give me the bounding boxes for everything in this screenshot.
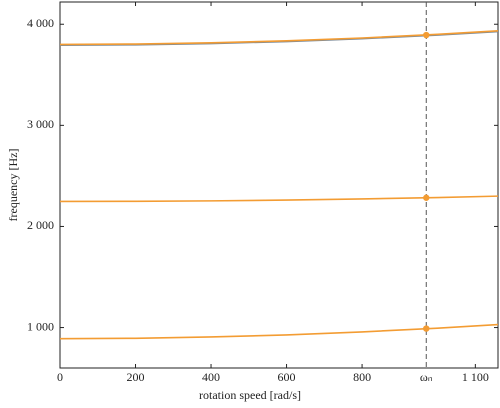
- series-line: [59, 30, 499, 46]
- plot-frame: [59, 1, 499, 369]
- series-line: [59, 30, 499, 46]
- y-tick-label: 3 000: [27, 117, 54, 131]
- y-tick-label: 1 000: [27, 319, 54, 333]
- y-tick-label: 2 000: [27, 218, 54, 232]
- x-tick-label: ωₙ: [420, 370, 433, 384]
- x-tick-label: 800: [353, 370, 371, 384]
- x-tick-label: 600: [278, 370, 296, 384]
- marker: [423, 194, 430, 201]
- x-tick-label: 0: [57, 370, 63, 384]
- marker: [423, 31, 430, 39]
- y-axis-label: frequency [Hz]: [6, 149, 20, 222]
- series-line: [59, 195, 499, 203]
- marker: [423, 325, 430, 332]
- x-tick-label: 400: [202, 370, 220, 384]
- x-tick-label: 1 100: [462, 370, 489, 384]
- y-tick-label: 4 000: [27, 16, 54, 30]
- series-line: [59, 323, 499, 340]
- x-axis-label: rotation speed [rad/s]: [199, 388, 301, 402]
- x-tick-label: 200: [127, 370, 145, 384]
